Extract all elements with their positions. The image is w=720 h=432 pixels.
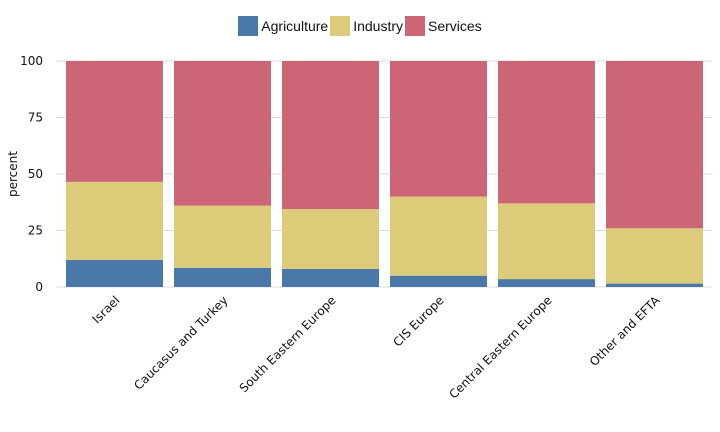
y-tick-label-25: 25 [28,224,43,238]
bar-services-4 [498,61,595,204]
legend-swatch-agriculture [238,16,259,36]
bar-services-2 [282,61,379,210]
bar-industry-0 [66,181,163,260]
x-tick-label-2: South Eastern Europe [237,293,339,395]
bar-agriculture-3 [390,275,487,287]
x-tick-label-1: Caucasus and Turkey [131,293,230,392]
bar-industry-4 [498,203,595,280]
bar-agriculture-1 [174,267,271,287]
gridlines [56,60,712,288]
x-tick-label-5: Other and EFTA [587,293,663,369]
legend-item-industry: Industry [330,16,403,36]
legend-item-services: Services [405,16,482,36]
y-tick-label-0: 0 [35,280,43,294]
y-axis-label: percent [6,151,20,197]
legend-label-industry: Industry [353,18,404,34]
bar-industry-2 [282,209,379,269]
x-axis-ticks: Israel Caucasus and Turkey South Eastern E… [90,293,664,402]
bar-agriculture-5 [606,283,703,287]
bar-services-5 [606,61,703,229]
legend-label-services: Services [428,18,482,34]
y-axis-ticks: 0 25 50 75 100 [20,54,43,294]
bar-services-1 [174,61,271,206]
bar-industry-3 [390,196,487,276]
bar-agriculture-2 [282,268,379,287]
x-tick-label-3: CIS Europe [390,293,446,349]
bar-services-0 [66,61,163,182]
y-tick-label-75: 75 [28,111,43,125]
bars [66,61,703,287]
bar-industry-5 [606,228,703,284]
legend-swatch-industry [330,16,351,36]
y-tick-label-50: 50 [28,167,43,181]
legend-label-agriculture: Agriculture [261,18,329,34]
bar-agriculture-0 [66,259,163,287]
y-tick-label-100: 100 [20,54,43,68]
legend: Agriculture Industry Services [0,14,720,38]
x-tick-label-4: Central Eastern Europe [446,293,554,401]
x-tick-label-0: Israel [90,293,123,326]
legend-item-agriculture: Agriculture [238,16,328,36]
legend-swatch-services [405,16,426,36]
bar-services-3 [390,61,487,197]
bar-agriculture-4 [498,279,595,287]
bar-industry-1 [174,205,271,268]
